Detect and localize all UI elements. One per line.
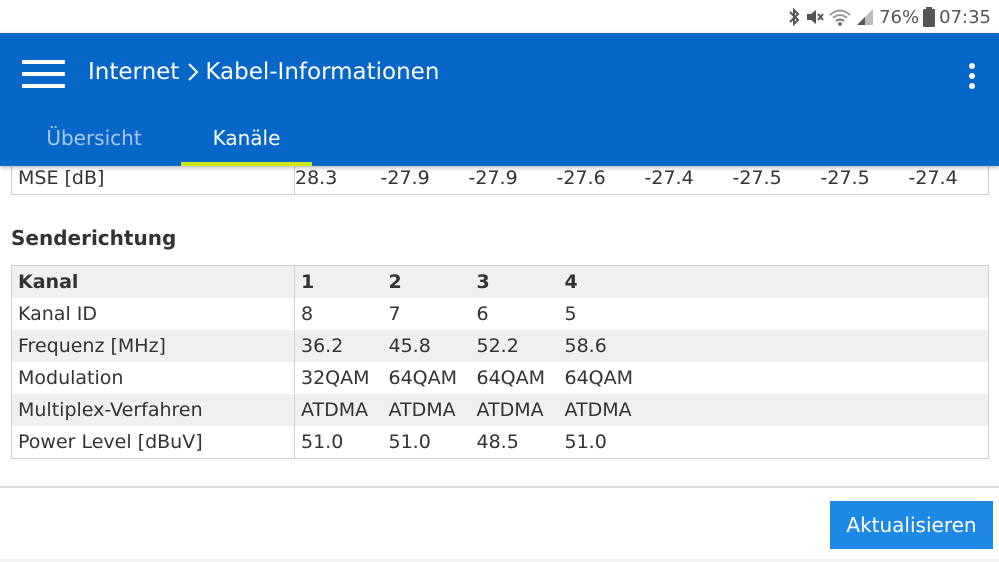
table-cell-empty [646, 330, 989, 362]
section-title-upstream: Senderichtung [11, 226, 177, 250]
clock: 07:35 [939, 6, 991, 28]
table-cell: ATDMA [470, 394, 559, 426]
table-cell: 64QAM [470, 362, 559, 394]
active-tab-indicator [181, 162, 312, 166]
hamburger-menu-icon[interactable] [22, 55, 66, 93]
more-options-icon[interactable] [962, 57, 982, 93]
table-cell: 51.0 [558, 426, 647, 459]
table-cell: -27.9 [380, 167, 430, 189]
table-cell: 32QAM [294, 362, 383, 394]
signal-icon [857, 9, 874, 25]
tab-label: Übersicht [46, 126, 142, 150]
row-label: Kanal ID [11, 298, 295, 330]
table-cell: -27.4 [644, 167, 694, 189]
table-cell: -27.5 [732, 167, 782, 189]
table-row: Power Level [dBuV] 51.0 51.0 48.5 51.0 [11, 426, 989, 459]
row-label: Power Level [dBuV] [11, 426, 295, 459]
table-cell: 51.0 [382, 426, 471, 459]
table-header-row: Kanal 1 2 3 4 [11, 265, 989, 298]
app-header: Internet Kabel-Informationen Übersicht K… [0, 33, 999, 166]
column-header: 4 [558, 265, 647, 298]
table-cell: 48.5 [470, 426, 559, 459]
table-cell: -27.4 [908, 167, 958, 189]
battery-icon [923, 7, 936, 27]
refresh-button[interactable]: Aktualisieren [830, 501, 993, 549]
table-cell: 28.3 [295, 167, 338, 189]
table-cell: 6 [470, 298, 559, 330]
column-header: 3 [470, 265, 559, 298]
tab-label: Kanäle [212, 126, 281, 150]
breadcrumb: Internet Kabel-Informationen [88, 59, 439, 85]
table-cell: 5 [558, 298, 647, 330]
table-cell: 52.2 [470, 330, 559, 362]
table-row: Kanal ID 8 7 6 5 [11, 298, 989, 330]
table-cell-empty [646, 362, 989, 394]
table-cell: 36.2 [294, 330, 383, 362]
mute-icon [807, 10, 824, 24]
column-header: 1 [294, 265, 383, 298]
table-cell: ATDMA [382, 394, 471, 426]
footer-divider [0, 486, 999, 488]
table-cell: -27.9 [468, 167, 518, 189]
chevron-right-icon [187, 62, 199, 82]
table-row: Frequenz [MHz] 36.2 45.8 52.2 58.6 [11, 330, 989, 362]
table-cell: 64QAM [558, 362, 647, 394]
breadcrumb-current: Kabel-Informationen [205, 59, 440, 85]
table-cell-empty [646, 298, 989, 330]
bottom-divider [0, 559, 999, 562]
table-cell: 7 [382, 298, 471, 330]
row-label: Modulation [11, 362, 295, 394]
row-label-mse: MSE [dB] [11, 162, 295, 195]
status-bar: 76% 07:35 [0, 0, 999, 33]
bluetooth-icon [789, 7, 800, 27]
tab-overview[interactable]: Übersicht [28, 117, 160, 166]
table-cell: ATDMA [294, 394, 383, 426]
table-row: Modulation 32QAM 64QAM 64QAM 64QAM [11, 362, 989, 394]
table-cell: 8 [294, 298, 383, 330]
column-header: 2 [382, 265, 471, 298]
table-cell: -27.6 [556, 167, 606, 189]
column-header-label: Kanal [11, 265, 295, 298]
table-row: MSE [dB] 28.3 -27.9 -27.9 -27.6 -27.4 -2… [11, 162, 989, 195]
table-cell: -27.5 [820, 167, 870, 189]
row-label: Multiplex-Verfahren [11, 394, 295, 426]
wifi-icon [829, 9, 851, 26]
table-cell-empty [646, 265, 989, 298]
table-cell: 51.0 [294, 426, 383, 459]
status-icons: 76% 07:35 [787, 5, 991, 29]
row-label: Frequenz [MHz] [11, 330, 295, 362]
breadcrumb-parent[interactable]: Internet [88, 59, 180, 85]
table-cell: 58.6 [558, 330, 647, 362]
table-cell-empty [646, 426, 989, 459]
table-cell: ATDMA [558, 394, 647, 426]
battery-percent: 76% [879, 6, 920, 28]
receive-table-partial: MSE [dB] 28.3 -27.9 -27.9 -27.6 -27.4 -2… [11, 162, 989, 195]
table-row: Multiplex-Verfahren ATDMA ATDMA ATDMA AT… [11, 394, 989, 426]
tab-channels[interactable]: Kanäle [181, 117, 312, 166]
upstream-table: Kanal 1 2 3 4 Kanal ID 8 7 6 5 Frequenz … [11, 265, 989, 459]
table-cell: 45.8 [382, 330, 471, 362]
table-cell: 64QAM [382, 362, 471, 394]
table-cell-empty [646, 394, 989, 426]
